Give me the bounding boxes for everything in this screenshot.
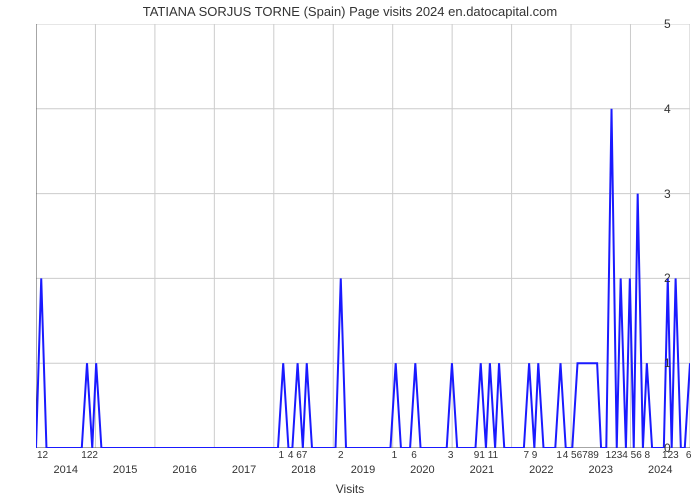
x-sub-label: 12 [37,450,48,461]
x-sub-label: 122 [81,450,98,461]
x-sub-label: 1 [556,450,562,461]
y-tick-label: 2 [664,271,696,285]
x-year-label: 2018 [291,464,315,476]
x-sub-label: 1 [278,450,284,461]
x-sub-label: 1234 56 8 [606,450,651,461]
y-tick-label: 3 [664,187,696,201]
y-tick-label: 1 [664,356,696,370]
y-tick-label: 4 [664,102,696,116]
x-sub-label: 7 9 [523,450,537,461]
x-year-label: 2020 [410,464,434,476]
x-year-label: 2024 [648,464,672,476]
x-sub-label: 2 [338,450,344,461]
x-sub-label: 6 [411,450,417,461]
x-year-label: 2021 [470,464,494,476]
x-year-label: 2014 [53,464,77,476]
x-year-label: 2015 [113,464,137,476]
x-axis-label: Visits [0,482,700,496]
x-sub-label: 4 56789 [563,450,599,461]
x-year-label: 2019 [351,464,375,476]
x-year-label: 2016 [172,464,196,476]
x-year-label: 2017 [232,464,256,476]
x-sub-label: 4 67 [288,450,307,461]
x-sub-label: 3 [448,450,454,461]
x-sub-label: 91 11 [474,450,498,461]
chart-root: { "chart": { "type": "line", "title": "T… [0,0,700,500]
x-sub-label: 6 [686,450,692,461]
chart-title: TATIANA SORJUS TORNE (Spain) Page visits… [0,4,700,19]
x-year-label: 2022 [529,464,553,476]
x-sub-label: 123 [662,450,679,461]
y-tick-label: 5 [664,17,696,31]
chart-plot [36,24,690,448]
x-year-label: 2023 [589,464,613,476]
x-sub-label: 1 [392,450,398,461]
